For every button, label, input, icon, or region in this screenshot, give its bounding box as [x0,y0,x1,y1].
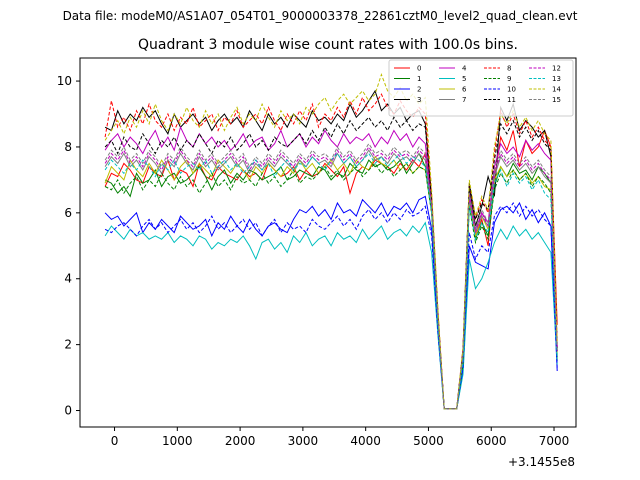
legend-label-9: 9 [507,75,511,83]
legend-label-4: 4 [462,65,467,73]
y-tick-label: 6 [64,206,72,220]
series-line-11 [104,116,558,410]
y-tick-label: 4 [64,272,72,286]
legend-label-14: 14 [552,86,561,94]
legend-label-7: 7 [462,96,466,104]
y-tick-label: 0 [64,404,72,418]
series-line-0 [104,129,558,410]
plot-area [104,72,558,410]
series-line-14 [104,72,558,410]
legend-label-6: 6 [462,86,467,94]
series-line-10 [104,201,558,410]
x-tick-label: 5000 [413,434,444,448]
legend-label-8: 8 [507,65,511,73]
x-tick-label: 4000 [350,434,381,448]
suptitle: Data file: modeM0/AS1A07_054T01_90000033… [63,9,578,23]
legend-label-11: 11 [507,96,516,104]
y-tick-label: 8 [64,140,72,154]
legend-box [388,59,574,117]
legend-label-2: 2 [417,86,421,94]
series-line-15 [104,142,558,410]
x-tick-label: 2000 [225,434,256,448]
legend-label-12: 12 [552,65,561,73]
legend-label-13: 13 [552,75,561,83]
x-axis-offset-label: +3.1455e8 [508,455,575,469]
y-tick-label: 10 [57,74,72,88]
legend-label-5: 5 [462,75,466,83]
legend-label-3: 3 [417,96,421,104]
x-tick-label: 7000 [539,434,570,448]
series-line-7 [104,149,558,410]
series-line-9 [104,162,558,410]
x-tick-label: 0 [111,434,119,448]
legend-label-1: 1 [417,75,421,83]
x-tick-label: 1000 [162,434,193,448]
axes-frame [79,57,577,428]
legend-label-0: 0 [417,65,421,73]
x-tick-label: 3000 [288,434,319,448]
series-line-2 [104,195,558,410]
series-line-8 [104,93,558,410]
series-line-12 [104,146,558,410]
series-line-6 [104,155,558,410]
x-tick-label: 6000 [476,434,507,448]
series-line-4 [104,125,558,410]
legend-label-10: 10 [507,86,516,94]
series-line-13 [104,152,558,410]
legend-label-15: 15 [552,96,561,104]
series-line-1 [104,152,558,410]
series-line-5 [104,221,558,410]
y-tick-label: 2 [64,338,72,352]
chart-title: Quadrant 3 module wise count rates with … [138,37,518,53]
